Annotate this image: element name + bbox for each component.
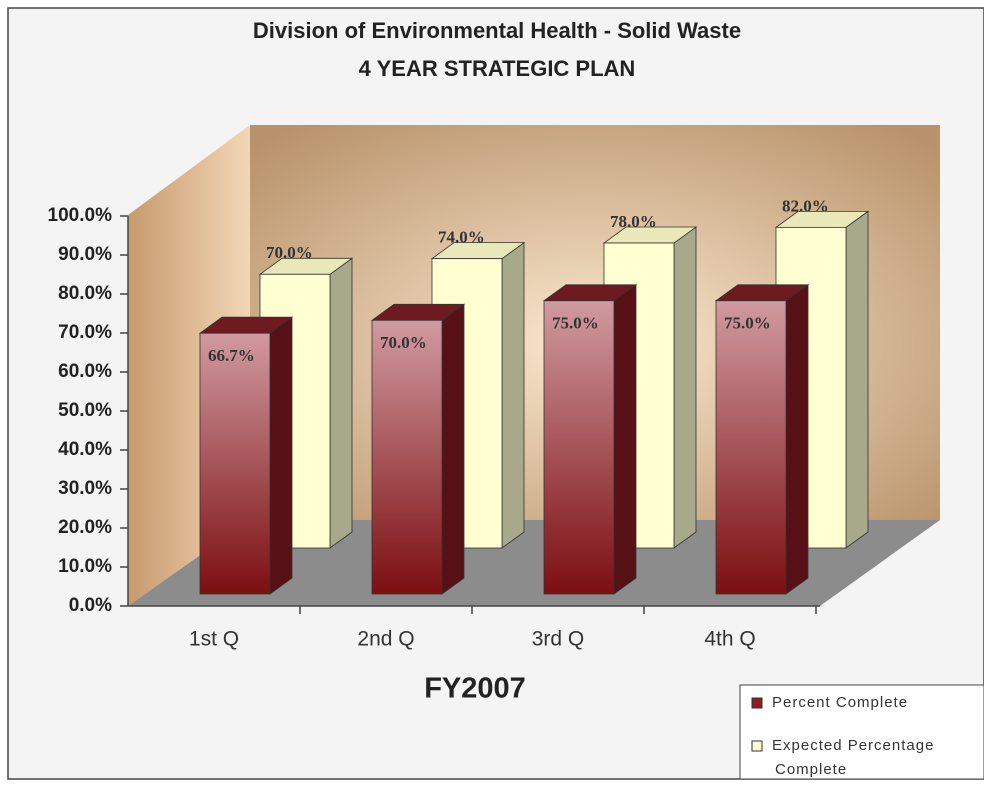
bar-side	[501, 241, 525, 549]
legend-label: Expected Percentage Complete	[772, 737, 934, 778]
chart-subtitle: 4 YEAR STRATEGIC PLAN	[359, 56, 636, 81]
y-tick-label: 0.0%	[69, 595, 112, 616]
chart-title: Division of Environmental Health - Solid…	[253, 18, 741, 43]
x-axis-label: FY2007	[424, 673, 526, 705]
x-tick-label: 3rd Q	[532, 628, 585, 651]
value-label: 75.0%	[724, 314, 771, 333]
value-label: 75.0%	[552, 314, 599, 333]
bar	[715, 300, 787, 595]
value-label: 70.0%	[380, 333, 427, 352]
y-tick-label: 30.0%	[58, 478, 112, 499]
legend-swatch	[751, 740, 763, 752]
legend	[739, 684, 984, 780]
legend-swatch	[751, 697, 763, 709]
bar	[199, 332, 271, 595]
value-label: 70.0%	[266, 243, 313, 262]
bar-side	[329, 257, 353, 549]
y-tick-label: 40.0%	[58, 439, 112, 460]
y-tick-label: 50.0%	[58, 400, 112, 421]
value-label: 74.0%	[438, 228, 485, 247]
legend-label: Percent Complete	[772, 694, 908, 711]
y-tick-label: 80.0%	[58, 283, 112, 304]
x-tick-label: 4th Q	[704, 628, 755, 651]
value-label: 82.0%	[782, 196, 829, 215]
y-tick-label: 60.0%	[58, 361, 112, 382]
bar-side	[845, 210, 869, 549]
bar-side	[441, 303, 465, 595]
value-label: 78.0%	[610, 212, 657, 231]
bar-side	[613, 283, 637, 595]
y-tick-label: 100.0%	[48, 205, 113, 226]
value-label: 66.7%	[208, 346, 255, 365]
y-tick-label: 90.0%	[58, 244, 112, 265]
bar-side	[785, 283, 809, 595]
x-tick-label: 2nd Q	[357, 628, 414, 651]
bar-side	[269, 316, 293, 595]
x-tick-label: 1st Q	[189, 628, 239, 651]
y-tick-label: 70.0%	[58, 322, 112, 343]
bar-side	[673, 226, 697, 549]
y-tick-label: 10.0%	[58, 556, 112, 577]
bar	[371, 319, 443, 595]
y-tick-label: 20.0%	[58, 517, 112, 538]
bar	[543, 300, 615, 595]
